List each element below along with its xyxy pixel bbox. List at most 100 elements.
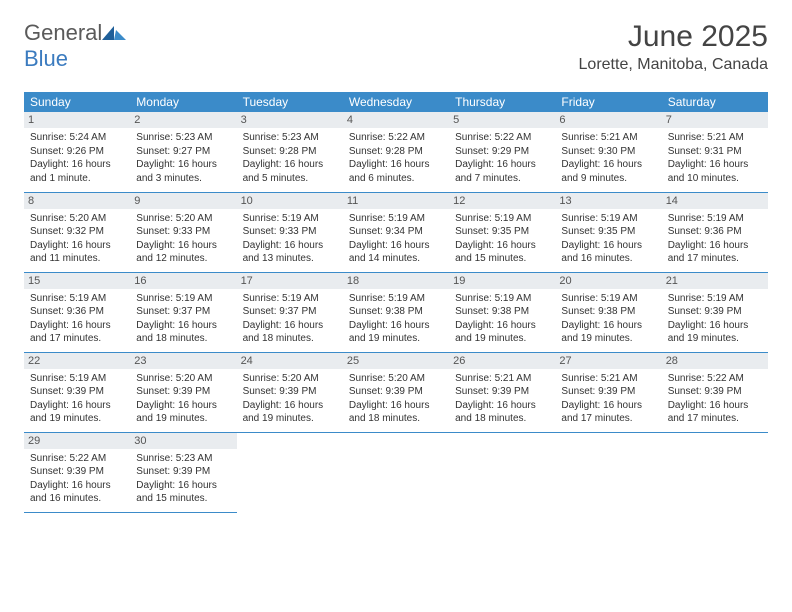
sunrise-text: Sunrise: 5:21 AM	[561, 372, 655, 386]
sunset-text: Sunset: 9:39 PM	[136, 465, 230, 479]
calendar-day-cell: 12 Sunrise: 5:19 AMSunset: 9:35 PMDayligh…	[449, 192, 555, 272]
sunrise-text: Sunrise: 5:23 AM	[136, 131, 230, 145]
sunrise-text: Sunrise: 5:19 AM	[668, 292, 762, 306]
calendar-day-cell: 18Sunrise: 5:19 AMSunset: 9:38 PMDayligh…	[343, 272, 449, 352]
sunset-text: Sunset: 9:35 PM	[455, 225, 549, 239]
day-number: 13	[555, 193, 661, 209]
calendar-day-cell: 8Sunrise: 5:20 AMSunset: 9:32 PMDaylight…	[24, 192, 130, 272]
sunset-text: Sunset: 9:32 PM	[30, 225, 124, 239]
sunrise-text: Sunrise: 5:22 AM	[349, 131, 443, 145]
sunset-text: Sunset: 9:28 PM	[243, 145, 337, 159]
weekday-header: Friday	[555, 92, 661, 112]
calendar-day-cell: 23Sunrise: 5:20 AMSunset: 9:39 PMDayligh…	[130, 352, 236, 432]
sunrise-text: Sunrise: 5:20 AM	[349, 372, 443, 386]
daylight-text: Daylight: 16 hours and 12 minutes.	[136, 239, 230, 266]
daylight-text: Daylight: 16 hours and 6 minutes.	[349, 158, 443, 185]
daylight-text: Daylight: 16 hours and 9 minutes.	[561, 158, 655, 185]
calendar-day-cell: 3Sunrise: 5:23 AMSunset: 9:28 PMDaylight…	[237, 112, 343, 192]
day-number: 23	[130, 353, 236, 369]
sunset-text: Sunset: 9:39 PM	[561, 385, 655, 399]
day-number: 1	[24, 112, 130, 128]
daylight-text: Daylight: 16 hours and 19 minutes.	[561, 319, 655, 346]
calendar-day-cell: 10Sunrise: 5:19 AMSunset: 9:33 PMDayligh…	[237, 192, 343, 272]
daylight-text: Daylight: 16 hours and 15 minutes.	[136, 479, 230, 506]
daylight-text: Daylight: 16 hours and 13 minutes.	[243, 239, 337, 266]
day-number: 24	[237, 353, 343, 369]
calendar-day-cell: 21Sunrise: 5:19 AMSunset: 9:39 PMDayligh…	[662, 272, 768, 352]
calendar-week-row: 15Sunrise: 5:19 AMSunset: 9:36 PMDayligh…	[24, 272, 768, 352]
daylight-text: Daylight: 16 hours and 5 minutes.	[243, 158, 337, 185]
sunset-text: Sunset: 9:38 PM	[561, 305, 655, 319]
calendar-day-cell: 26Sunrise: 5:21 AMSunset: 9:39 PMDayligh…	[449, 352, 555, 432]
day-number: 3	[237, 112, 343, 128]
sunset-text: Sunset: 9:34 PM	[349, 225, 443, 239]
daylight-text: Daylight: 16 hours and 18 minutes.	[243, 319, 337, 346]
weekday-header-row: Sunday Monday Tuesday Wednesday Thursday…	[24, 92, 768, 112]
sunrise-text: Sunrise: 5:22 AM	[668, 372, 762, 386]
day-number: 28	[662, 353, 768, 369]
day-number: 7	[662, 112, 768, 128]
logo-text-2: Blue	[24, 46, 68, 71]
calendar-day-cell: 11Sunrise: 5:19 AMSunset: 9:34 PMDayligh…	[343, 192, 449, 272]
day-number: 29	[24, 433, 130, 449]
calendar-day-cell: 7Sunrise: 5:21 AMSunset: 9:31 PMDaylight…	[662, 112, 768, 192]
day-number: 6	[555, 112, 661, 128]
daylight-text: Daylight: 16 hours and 11 minutes.	[30, 239, 124, 266]
calendar-day-cell: 29Sunrise: 5:22 AMSunset: 9:39 PMDayligh…	[24, 432, 130, 512]
calendar-day-cell: 4Sunrise: 5:22 AMSunset: 9:28 PMDaylight…	[343, 112, 449, 192]
daylight-text: Daylight: 16 hours and 17 minutes.	[30, 319, 124, 346]
sunset-text: Sunset: 9:33 PM	[136, 225, 230, 239]
sunset-text: Sunset: 9:38 PM	[455, 305, 549, 319]
daylight-text: Daylight: 16 hours and 19 minutes.	[243, 399, 337, 426]
location-text: Lorette, Manitoba, Canada	[579, 56, 768, 74]
calendar-day-cell: 30Sunrise: 5:23 AMSunset: 9:39 PMDayligh…	[130, 432, 236, 512]
sunrise-text: Sunrise: 5:21 AM	[455, 372, 549, 386]
day-number: 16	[130, 273, 236, 289]
calendar-day-cell: 9 Sunrise: 5:20 AMSunset: 9:33 PMDaylight…	[130, 192, 236, 272]
sunrise-text: Sunrise: 5:19 AM	[30, 292, 124, 306]
sunrise-text: Sunrise: 5:22 AM	[30, 452, 124, 466]
empty-cell	[449, 432, 555, 512]
calendar-day-cell: 25Sunrise: 5:20 AMSunset: 9:39 PMDayligh…	[343, 352, 449, 432]
daylight-text: Daylight: 16 hours and 15 minutes.	[455, 239, 549, 266]
day-number: 15	[24, 273, 130, 289]
calendar-day-cell: 24 Sunrise: 5:20 AMSunset: 9:39 PMDayligh…	[237, 352, 343, 432]
weekday-header: Saturday	[662, 92, 768, 112]
daylight-text: Daylight: 16 hours and 19 minutes.	[349, 319, 443, 346]
month-title: June 2025	[579, 20, 768, 54]
sunset-text: Sunset: 9:39 PM	[455, 385, 549, 399]
daylight-text: Daylight: 16 hours and 16 minutes.	[30, 479, 124, 506]
calendar-day-cell: 1Sunrise: 5:24 AMSunset: 9:26 PMDaylight…	[24, 112, 130, 192]
calendar-week-row: 29Sunrise: 5:22 AMSunset: 9:39 PMDayligh…	[24, 432, 768, 512]
calendar-day-cell: 14Sunrise: 5:19 AMSunset: 9:36 PMDayligh…	[662, 192, 768, 272]
sunset-text: Sunset: 9:27 PM	[136, 145, 230, 159]
calendar-day-cell: 28Sunrise: 5:22 AMSunset: 9:39 PMDayligh…	[662, 352, 768, 432]
logo-flag-icon	[102, 24, 126, 40]
empty-cell	[555, 432, 661, 512]
sunset-text: Sunset: 9:39 PM	[243, 385, 337, 399]
sunset-text: Sunset: 9:33 PM	[243, 225, 337, 239]
calendar-table: Sunday Monday Tuesday Wednesday Thursday…	[24, 92, 768, 513]
calendar-day-cell: 6Sunrise: 5:21 AMSunset: 9:30 PMDaylight…	[555, 112, 661, 192]
day-number: 19	[449, 273, 555, 289]
sunrise-text: Sunrise: 5:19 AM	[455, 212, 549, 226]
sunrise-text: Sunrise: 5:21 AM	[561, 131, 655, 145]
sunset-text: Sunset: 9:38 PM	[349, 305, 443, 319]
sunrise-text: Sunrise: 5:20 AM	[243, 372, 337, 386]
sunset-text: Sunset: 9:36 PM	[30, 305, 124, 319]
day-number: 9	[130, 193, 236, 209]
day-number: 25	[343, 353, 449, 369]
day-number: 22	[24, 353, 130, 369]
sunset-text: Sunset: 9:37 PM	[243, 305, 337, 319]
day-number: 4	[343, 112, 449, 128]
weekday-header: Sunday	[24, 92, 130, 112]
sunrise-text: Sunrise: 5:20 AM	[136, 372, 230, 386]
sunrise-text: Sunrise: 5:20 AM	[136, 212, 230, 226]
sunrise-text: Sunrise: 5:19 AM	[349, 292, 443, 306]
day-number: 12	[449, 193, 555, 209]
calendar-week-row: 22Sunrise: 5:19 AMSunset: 9:39 PMDayligh…	[24, 352, 768, 432]
empty-cell	[343, 432, 449, 512]
sunset-text: Sunset: 9:37 PM	[136, 305, 230, 319]
calendar-day-cell: 5Sunrise: 5:22 AMSunset: 9:29 PMDaylight…	[449, 112, 555, 192]
sunset-text: Sunset: 9:36 PM	[668, 225, 762, 239]
